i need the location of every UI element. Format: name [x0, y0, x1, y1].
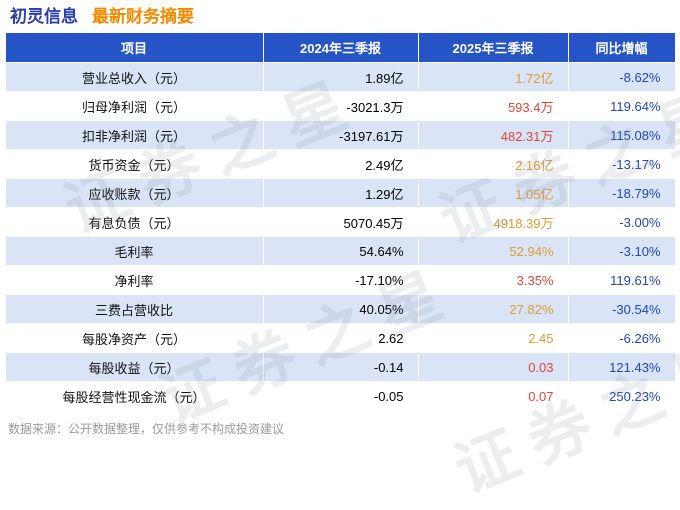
value-2024-cell: 40.05% [262, 294, 419, 324]
page-title: 初灵信息 最新财务摘要 [0, 0, 680, 30]
item-cell: 每股经营性现金流（元） [4, 381, 264, 411]
report-subtitle: 最新财务摘要 [92, 7, 194, 26]
value-2024-cell: -0.05 [262, 381, 419, 411]
value-2025-cell: 593.4万 [417, 91, 569, 121]
item-cell: 扣非净利润（元） [4, 120, 264, 150]
value-2024-cell: 2.62 [262, 323, 419, 353]
item-cell: 有息负债（元） [4, 207, 264, 237]
yoy-cell: 115.08% [567, 120, 676, 150]
data-source-note: 数据来源：公开数据整理，仅供参考不构成投资建议 [8, 422, 285, 436]
value-2025-cell: 2.16亿 [417, 149, 569, 179]
header-2024: 2024年三季报 [262, 32, 419, 63]
value-2024-cell: -3021.3万 [262, 91, 419, 121]
item-cell: 营业总收入（元） [4, 62, 264, 92]
value-2024-cell: 1.89亿 [262, 62, 419, 92]
yoy-cell: -30.54% [567, 294, 676, 324]
yoy-cell: 119.61% [567, 265, 676, 295]
yoy-cell: -3.00% [567, 207, 676, 237]
table-row: 归母净利润（元） -3021.3万 593.4万 119.64% [4, 91, 676, 121]
table-row: 每股收益（元） -0.14 0.03 121.43% [4, 352, 676, 382]
item-cell: 应收账款（元） [4, 178, 264, 208]
table-row: 货币资金（元） 2.49亿 2.16亿 -13.17% [4, 149, 676, 179]
yoy-cell: -18.79% [567, 178, 676, 208]
yoy-cell: -3.10% [567, 236, 676, 266]
yoy-cell: -13.17% [567, 149, 676, 179]
table-row: 每股净资产（元） 2.62 2.45 -6.26% [4, 323, 676, 353]
value-2025-cell: 0.03 [417, 352, 569, 382]
value-2024-cell: 1.29亿 [262, 178, 419, 208]
table-row: 扣非净利润（元） -3197.61万 482.31万 115.08% [4, 120, 676, 150]
value-2025-cell: 4918.39万 [417, 207, 569, 237]
table-row: 三费占营收比 40.05% 27.82% -30.54% [4, 294, 676, 324]
value-2024-cell: -0.14 [262, 352, 419, 382]
value-2025-cell: 27.82% [417, 294, 569, 324]
table-row: 有息负债（元） 5070.45万 4918.39万 -3.00% [4, 207, 676, 237]
table-row: 毛利率 54.64% 52.94% -3.10% [4, 236, 676, 266]
financial-table: 项目 2024年三季报 2025年三季报 同比增幅 营业总收入（元） 1.89亿 1… [4, 32, 676, 411]
item-cell: 货币资金（元） [4, 149, 264, 179]
value-2025-cell: 0.07 [417, 381, 569, 411]
value-2024-cell: -3197.61万 [262, 120, 419, 150]
item-cell: 每股收益（元） [4, 352, 264, 382]
table-body: 营业总收入（元） 1.89亿 1.72亿 -8.62% 归母净利润（元） -3021.3万… [4, 62, 676, 411]
yoy-cell: 121.43% [567, 352, 676, 382]
value-2025-cell: 2.45 [417, 323, 569, 353]
item-cell: 净利率 [4, 265, 264, 295]
value-2025-cell: 3.35% [417, 265, 569, 295]
yoy-cell: -6.26% [567, 323, 676, 353]
header-row: 项目 2024年三季报 2025年三季报 同比增幅 [4, 32, 676, 63]
yoy-cell: -8.62% [567, 62, 676, 92]
value-2024-cell: 5070.45万 [262, 207, 419, 237]
yoy-cell: 119.64% [567, 91, 676, 121]
header-item: 项目 [4, 32, 264, 63]
table-row: 每股经营性现金流（元） -0.05 0.07 250.23% [4, 381, 676, 411]
value-2024-cell: 2.49亿 [262, 149, 419, 179]
item-cell: 每股净资产（元） [4, 323, 264, 353]
header-2025: 2025年三季报 [417, 32, 569, 63]
value-2025-cell: 52.94% [417, 236, 569, 266]
table-row: 营业总收入（元） 1.89亿 1.72亿 -8.62% [4, 62, 676, 92]
value-2025-cell: 1.05亿 [417, 178, 569, 208]
table-row: 应收账款（元） 1.29亿 1.05亿 -18.79% [4, 178, 676, 208]
value-2025-cell: 482.31万 [417, 120, 569, 150]
value-2024-cell: 54.64% [262, 236, 419, 266]
company-name: 初灵信息 [10, 7, 78, 26]
table-header: 项目 2024年三季报 2025年三季报 同比增幅 [4, 32, 676, 63]
item-cell: 毛利率 [4, 236, 264, 266]
item-cell: 归母净利润（元） [4, 91, 264, 121]
item-cell: 三费占营收比 [4, 294, 264, 324]
value-2024-cell: -17.10% [262, 265, 419, 295]
yoy-cell: 250.23% [567, 381, 676, 411]
header-yoy: 同比增幅 [567, 32, 676, 63]
value-2025-cell: 1.72亿 [417, 62, 569, 92]
table-row: 净利率 -17.10% 3.35% 119.61% [4, 265, 676, 295]
